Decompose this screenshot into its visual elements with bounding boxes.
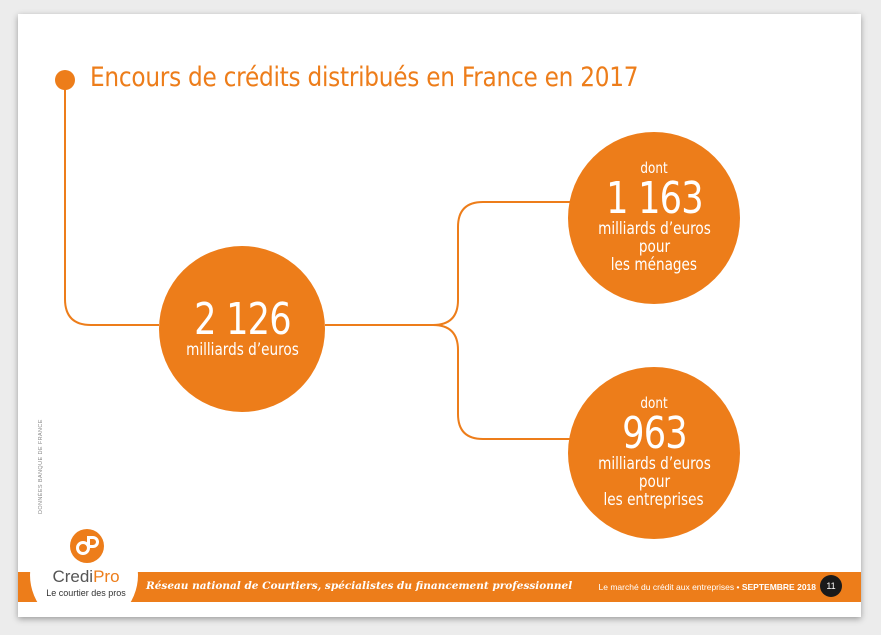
businesses-line1: pour xyxy=(638,471,670,492)
document-page: Encours de crédits distribués en France … xyxy=(18,14,861,617)
footer-doc-date: SEPTEMBRE 2018 xyxy=(741,582,816,592)
businesses-unit: milliards d’euros xyxy=(597,454,711,475)
footer-bar: Réseau national de Courtiers, spécialist… xyxy=(18,572,861,602)
businesses-prefix: dont xyxy=(640,394,668,413)
credipro-logo-icon xyxy=(70,529,104,563)
page-number-badge: 11 xyxy=(820,575,842,597)
businesses-line2: les entreprises xyxy=(603,489,705,510)
footer-slogan: Réseau national de Courtiers, spécialist… xyxy=(146,580,573,592)
households-line1: pour xyxy=(638,236,670,257)
households-line2: les ménages xyxy=(610,254,698,275)
data-source-note: DONNÉES BANQUE DE FRANCE xyxy=(38,419,44,514)
logo-name-part1: Credi xyxy=(52,567,94,586)
households-credit-circle: dont 1 163 milliards d’euros pour les mé… xyxy=(568,132,740,304)
footer-doc-title-text: Le marché du crédit aux entreprises • xyxy=(598,582,742,592)
connector-lines xyxy=(55,70,573,440)
businesses-credit-circle: dont 963 milliards d’euros pour les entr… xyxy=(568,367,740,539)
title-bullet-dot xyxy=(55,70,75,90)
total-value: 2 126 xyxy=(193,294,292,346)
businesses-value: 963 xyxy=(621,408,688,460)
households-unit: milliards d’euros xyxy=(597,219,711,240)
logo-wordmark: CrediPro xyxy=(36,567,136,587)
households-prefix: dont xyxy=(640,159,668,178)
logo-tagline: Le courtier des pros xyxy=(46,588,126,598)
total-unit: milliards d’euros xyxy=(185,340,299,361)
logo-name-part2: Pro xyxy=(93,567,120,586)
households-value: 1 163 xyxy=(605,173,704,225)
total-credit-circle: 2 126 milliards d’euros xyxy=(159,246,325,412)
page-title: Encours de crédits distribués en France … xyxy=(90,62,639,93)
footer-document-title: Le marché du crédit aux entreprises • SE… xyxy=(599,582,816,592)
